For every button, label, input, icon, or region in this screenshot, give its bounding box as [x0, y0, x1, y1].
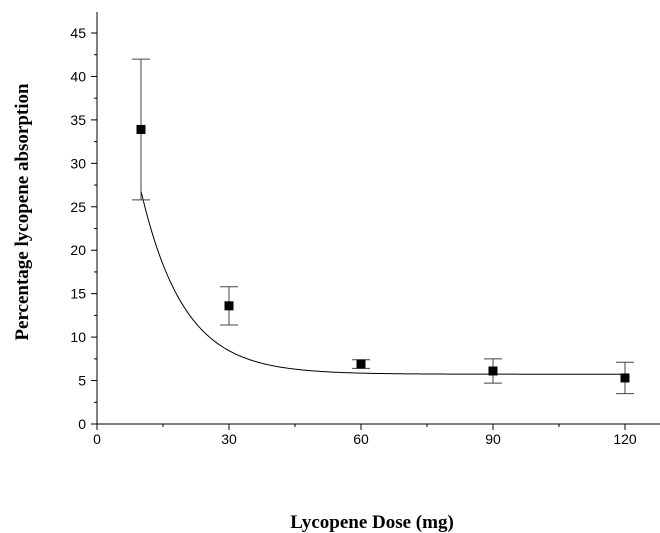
x-axis: 0 30 60 90 120 — [93, 423, 660, 447]
y-tick-label: 45 — [70, 25, 86, 41]
data-point — [488, 366, 498, 376]
y-tick-label: 40 — [70, 68, 86, 84]
y-ticks: 0 5 10 15 20 25 30 35 40 45 — [70, 25, 97, 432]
y-tick-label: 10 — [70, 329, 86, 345]
y-tick-label: 25 — [70, 199, 86, 215]
fit-curve — [140, 190, 625, 375]
y-tick-label: 30 — [70, 155, 86, 171]
data-markers — [136, 124, 630, 383]
y-tick-label: 0 — [78, 416, 86, 432]
data-point — [136, 124, 146, 134]
data-point — [620, 373, 630, 383]
x-tick-label: 0 — [93, 431, 101, 447]
data-point — [224, 301, 234, 311]
y-tick-label: 15 — [70, 286, 86, 302]
data-point — [356, 359, 366, 369]
x-tick-label: 90 — [485, 431, 501, 447]
x-axis-title: Lycopene Dose (mg) — [290, 512, 454, 533]
y-tick-label: 20 — [70, 242, 86, 258]
x-ticks: 0 30 60 90 120 — [93, 424, 637, 447]
fit-curve-group — [140, 190, 625, 375]
x-tick-label: 120 — [613, 431, 637, 447]
y-tick-label: 35 — [70, 112, 86, 128]
x-tick-label: 60 — [353, 431, 369, 447]
error-bars — [132, 58, 634, 395]
y-axis-title: Percentage lycopene absorption — [12, 83, 33, 341]
x-tick-label: 30 — [221, 431, 237, 447]
y-axis: 0 5 10 15 20 25 30 35 40 45 — [70, 12, 98, 432]
y-tick-label: 5 — [78, 373, 86, 389]
